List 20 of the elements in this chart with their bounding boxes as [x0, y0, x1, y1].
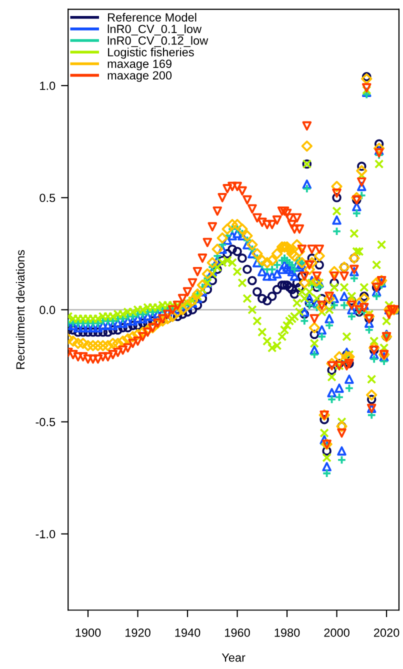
y-tick-label: 0.0 [40, 306, 56, 314]
y-tick-label: -0.5 [36, 418, 56, 426]
x-tick-label: 1960 [225, 628, 250, 637]
legend-label: Reference Model [108, 12, 196, 22]
legend-label: maxage 200 [108, 71, 172, 82]
y-tick-label: 1.0 [40, 82, 56, 90]
legend-label: lnR0_CV_0.12_low [108, 36, 208, 47]
legend-label: lnR0_CV_0.1_low [108, 24, 202, 36]
x-tick-label: 1920 [126, 628, 150, 637]
x-tick-label: 1940 [175, 628, 200, 637]
legend-label: Logistic fisheries [108, 48, 194, 59]
x-tick-label: 2000 [324, 628, 350, 637]
x-axis-title: Year [222, 654, 246, 662]
y-axis-title: Recruitment deviations [16, 250, 25, 369]
x-tick-label: 1900 [76, 628, 101, 637]
y-tick-label: 0.5 [40, 194, 56, 202]
x-tick-label: 2020 [374, 628, 400, 637]
y-tick-label: -1.0 [36, 530, 56, 538]
legend-label: maxage 169 [108, 60, 172, 70]
x-tick-label: 1980 [274, 628, 300, 637]
